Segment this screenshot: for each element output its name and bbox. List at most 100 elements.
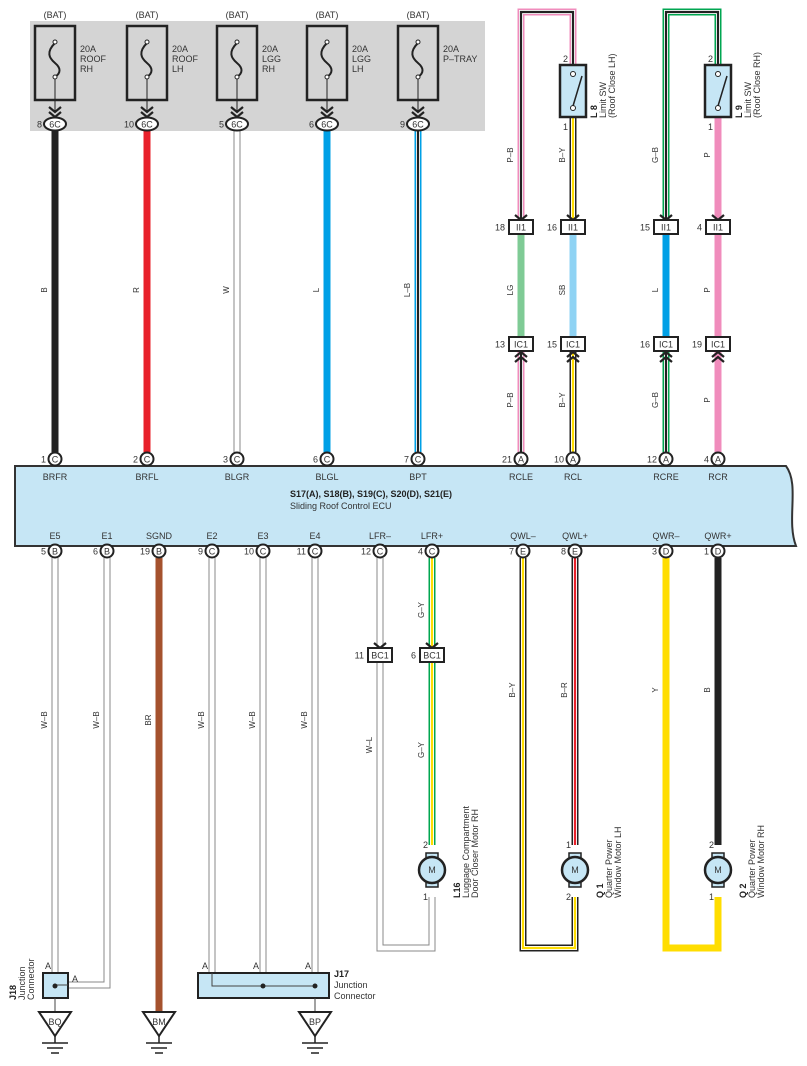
switch-contact: [715, 71, 721, 77]
connector-pin: [315, 116, 339, 132]
ground-icon: [146, 1036, 172, 1054]
wire-color-label: B–Y: [558, 147, 567, 163]
component-name: Window Motor RH: [756, 825, 766, 898]
pin-number: 10: [244, 547, 254, 557]
fuse-name: ROOF: [80, 54, 107, 64]
wire-loop: [517, 8, 577, 220]
connector-id: IC1: [659, 340, 673, 350]
connector-id: E: [520, 547, 526, 557]
component-name: Quarter Power: [604, 839, 614, 898]
pin-number: 11: [355, 651, 364, 661]
wire-color-label: G–B: [651, 147, 660, 163]
connector-id: II1: [713, 223, 723, 233]
connector-id: D: [663, 547, 670, 557]
wire-color-label: B–Y: [558, 392, 567, 408]
component-name: Quarter Power: [747, 839, 757, 898]
motor-icon: [703, 855, 733, 885]
ground-point: [37, 1011, 73, 1038]
chevron-arrow-icon: [320, 106, 334, 114]
wire-color-label: G–Y: [417, 741, 426, 758]
ecu-terminal-name: LFR+: [421, 531, 443, 541]
motor-icon: [417, 855, 447, 885]
pin-number: 2: [566, 892, 571, 902]
connector-id: II1: [568, 223, 578, 233]
component-id: Q 1: [595, 883, 605, 898]
connector-pin: [255, 543, 271, 559]
ecu-terminal-name: E2: [206, 531, 217, 541]
pin-number: 6: [309, 120, 314, 130]
inline-connector: [367, 647, 393, 663]
connector-id: C: [260, 547, 267, 557]
wire-color-label: BR: [144, 714, 153, 725]
ground-icon: [42, 1036, 68, 1054]
connector-id: BC1: [371, 651, 389, 661]
connector-pin: [229, 451, 245, 467]
pin-number: 2: [423, 840, 428, 850]
switch-contact: [570, 105, 576, 111]
junction-node: [312, 983, 318, 989]
connector-pin: [658, 543, 674, 559]
connector-id: II1: [516, 223, 526, 233]
connector-id: A: [663, 455, 669, 465]
junction-pin: A: [253, 961, 259, 971]
pin-number: 16: [640, 340, 650, 350]
wire-stripe: [664, 10, 720, 220]
connector-pin: [406, 116, 430, 132]
wire-outline: [68, 558, 111, 989]
fuse-name: P–TRAY: [443, 54, 477, 64]
pin-number: 21: [502, 455, 512, 465]
connector-id: A: [518, 455, 524, 465]
chevron-arrow-icon: [140, 106, 154, 114]
fuse-name: RH: [80, 64, 93, 74]
ecu-terminal-name: E3: [257, 531, 268, 541]
ecu-terminal-name: RCRE: [653, 472, 679, 482]
fuse-terminal: [144, 74, 150, 80]
pin-number: 10: [124, 120, 134, 130]
pin-number: 3: [652, 547, 657, 557]
junction-pin: A: [305, 961, 311, 971]
component-name: Limit SW: [743, 81, 753, 118]
component-name: Connector: [334, 991, 376, 1001]
pin-number: 2: [708, 54, 713, 64]
fuse-terminal: [324, 74, 330, 80]
ecu-terminal-name: QWL–: [510, 531, 536, 541]
power-source-label: (BAT): [407, 10, 430, 20]
connector-pin: [565, 451, 581, 467]
wire-gap: [521, 558, 577, 950]
pin-number: 2: [709, 840, 714, 850]
connector-pin: [567, 543, 583, 559]
fuse-name: LH: [352, 64, 364, 74]
chevron-arrow-icon: [566, 355, 580, 363]
wire-color-label: P–B: [506, 147, 515, 162]
wire-color-label: B: [40, 287, 49, 292]
wire-core: [519, 558, 579, 952]
chevron-arrow-icon: [411, 106, 425, 114]
wire-outline: [376, 662, 436, 952]
connector-id: C: [234, 455, 241, 465]
pin-number: 1: [563, 122, 568, 132]
switch-contact: [715, 105, 721, 111]
pin-number: 6: [93, 547, 98, 557]
ecu-terminal-name: E4: [309, 531, 320, 541]
component-id: Q 2: [738, 883, 748, 898]
connector-id: B: [52, 547, 58, 557]
ecu-terminal-name: BLGR: [225, 472, 250, 482]
wire-E1: [68, 558, 111, 989]
connector-pin: [410, 451, 426, 467]
wire-stripe: [521, 558, 577, 950]
pin-number: 19: [140, 547, 150, 557]
wire-color-label: P: [703, 397, 712, 402]
ground-point: [297, 1011, 333, 1038]
switch-blade-icon: [717, 75, 728, 107]
pin-number: 9: [400, 120, 405, 130]
connector-pin: [47, 543, 63, 559]
fuse-name: LGG: [352, 54, 371, 64]
connector-id: II1: [661, 223, 671, 233]
component-name: Luggage Compartment: [461, 805, 471, 898]
inline-connector: [419, 647, 445, 663]
chevron-arrow-icon: [514, 355, 528, 363]
motor-symbol: M: [571, 865, 579, 875]
power-source-label: (BAT): [226, 10, 249, 20]
ecu-terminal-name: SGND: [146, 531, 173, 541]
